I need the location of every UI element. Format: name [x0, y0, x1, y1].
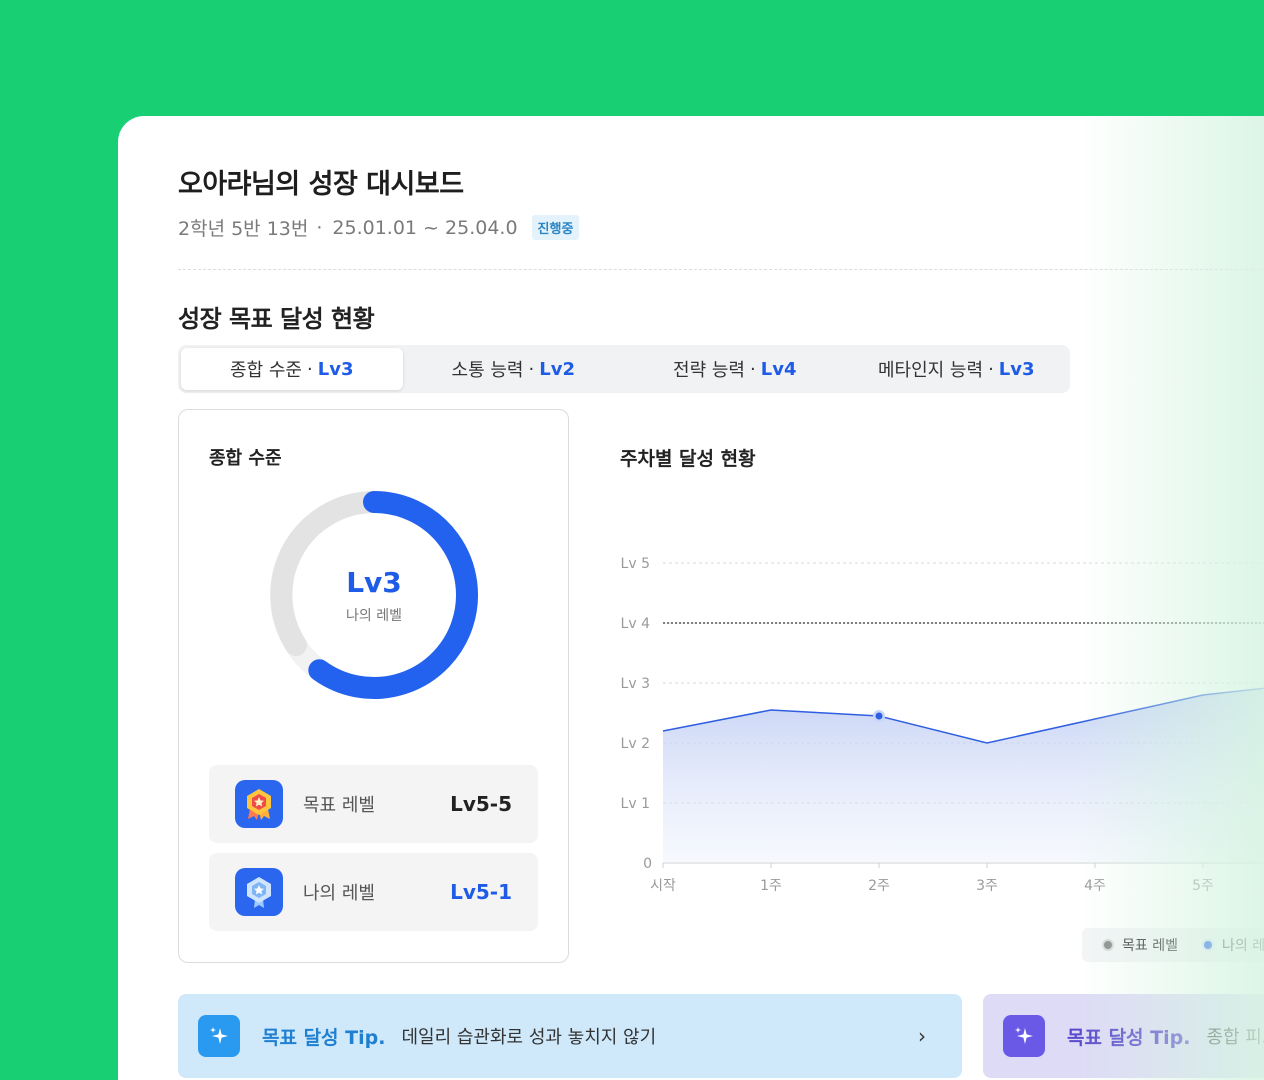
gauge-value: Lv3 — [346, 565, 402, 599]
x-tick-label: 5주 — [1192, 878, 1214, 894]
separator: · — [750, 358, 756, 380]
legend-target-label: 목표 레벨 — [1122, 938, 1178, 954]
x-tick-label: 4주 — [1084, 878, 1106, 894]
x-tick-label: 2주 — [868, 878, 890, 894]
y-tick-label: Lv 1 — [621, 796, 650, 812]
tab-label: 전략 능력 — [673, 360, 745, 381]
tip-card-feedback[interactable]: 목표 달성 Tip. 종합 피드백 — [983, 994, 1264, 1078]
tab-level: Lv4 — [760, 358, 797, 380]
my-level-area — [663, 688, 1264, 863]
my-level-value: Lv5-1 — [450, 880, 512, 904]
tab-level: Lv2 — [539, 358, 575, 380]
panel-title: 종합 수준 — [209, 448, 282, 469]
tab-level: Lv3 — [998, 358, 1035, 380]
tip-text: 종합 피드백 — [1206, 1027, 1264, 1048]
chart-legend: 목표 레벨 나의 레벨 — [1082, 928, 1264, 962]
sparkle-icon — [198, 1015, 240, 1057]
weekly-progress-chart: 0 Lv 1 Lv 2 Lv 3 Lv 4 Lv 5 시작 1주 2주 3주 4주 5주 — [621, 556, 1264, 894]
gauge-progress-arc — [308, 491, 478, 699]
separator: · — [988, 358, 994, 380]
tab-communication[interactable]: 소통 능력 · Lv2 — [403, 348, 625, 390]
tip-label: 목표 달성 Tip. — [1067, 1026, 1191, 1049]
separator: · — [528, 358, 535, 380]
chart-title: 주차별 달성 현황 — [620, 448, 756, 470]
y-tick-label: Lv 4 — [621, 616, 651, 632]
badge-icon — [235, 868, 283, 916]
gauge-label: 나의 레벨 — [346, 607, 402, 624]
x-tick-label: 1주 — [760, 878, 782, 894]
target-level-row: 목표 레벨 Lv5-5 — [209, 765, 538, 843]
tip-text: 데일리 습관화로 성과 놓치지 않기 — [401, 1027, 657, 1048]
legend-mine-label: 나의 레벨 — [1221, 938, 1264, 954]
legend-target-dot — [1102, 939, 1114, 951]
y-tick-label: Lv 3 — [621, 676, 650, 692]
y-tick-label: Lv 5 — [621, 556, 650, 572]
target-level-label: 목표 레벨 — [303, 795, 375, 816]
highlight-point — [875, 712, 883, 720]
tab-overall[interactable]: 종합 수준 · Lv3 — [181, 348, 403, 390]
y-tick-label: 0 — [643, 856, 652, 872]
tab-label: 소통 능력 — [451, 360, 524, 381]
target-level-value: Lv5-5 — [450, 792, 512, 816]
my-level-label: 나의 레벨 — [303, 883, 375, 904]
tip-label: 목표 달성 Tip. — [262, 1026, 386, 1049]
separator: · — [316, 216, 323, 239]
student-class: 2학년 5반 13번 — [178, 218, 309, 240]
separator: · — [307, 358, 313, 380]
dashboard-card: 오아랴님의 성장 대시보드 2학년 5반 13번 · 25.01.01 ~ 25… — [118, 116, 1264, 1080]
page-title: 오아랴님의 성장 대시보드 — [178, 169, 464, 200]
section-title: 성장 목표 달성 현황 — [178, 305, 375, 333]
my-level-row: 나의 레벨 Lv5-1 — [209, 853, 538, 931]
gauge-shadow-arc — [270, 491, 385, 656]
divider — [178, 269, 1264, 270]
x-tick-label: 시작 — [650, 878, 676, 894]
tab-label: 메타인지 능력 — [877, 360, 984, 381]
sparkle-icon — [1003, 1015, 1045, 1057]
tab-level: Lv3 — [317, 358, 354, 380]
level-panel: 종합 수준 Lv3 나의 레벨 목표 레벨 Lv5-5 — [178, 409, 569, 963]
trophy-icon — [235, 780, 283, 828]
status-badge: 진행중 — [531, 215, 580, 240]
y-tick-label: Lv 2 — [621, 736, 650, 752]
tip-card-habit[interactable]: 목표 달성 Tip. 데일리 습관화로 성과 놓치지 않기 › — [178, 994, 962, 1078]
tab-metacognition[interactable]: 메타인지 능력 · Lv3 — [846, 348, 1068, 390]
legend-mine: 나의 레벨 — [1201, 935, 1264, 955]
level-gauge — [270, 491, 478, 699]
period: 25.01.01 ~ 25.04.0 — [332, 216, 518, 239]
tab-label: 종합 수준 — [230, 360, 302, 381]
legend-target: 목표 레벨 — [1102, 935, 1178, 955]
chevron-right-icon[interactable]: › — [918, 1024, 926, 1048]
x-tick-label: 3주 — [976, 878, 998, 894]
student-info: 2학년 5반 13번 · 25.01.01 ~ 25.04.0 진행중 — [178, 214, 580, 241]
tab-bar: 종합 수준 · Lv3 소통 능력 · Lv2 전략 능력 · Lv4 메타인지 능력 · Lv… — [178, 345, 1070, 393]
gauge-center: Lv3 나의 레벨 — [259, 480, 489, 710]
tab-strategy[interactable]: 전략 능력 · Lv4 — [624, 348, 846, 390]
legend-mine-dot — [1201, 939, 1214, 951]
